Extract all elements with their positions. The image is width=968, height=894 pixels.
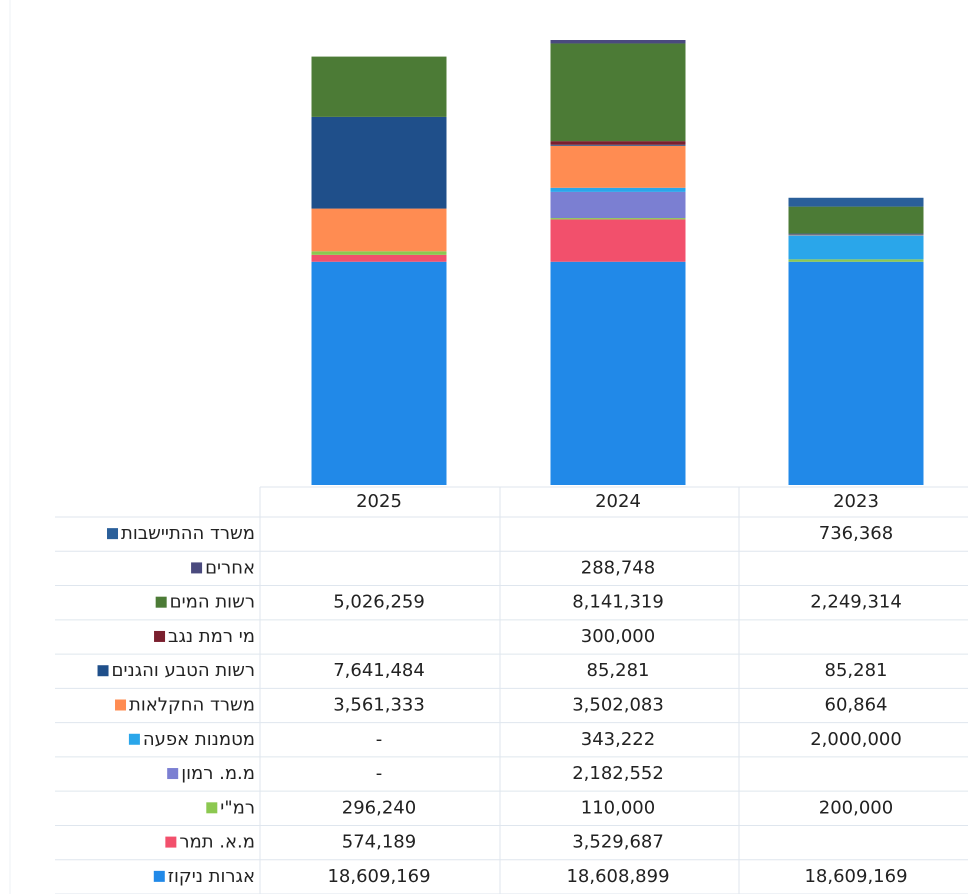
data-label: 296,240 — [342, 797, 416, 818]
legend-swatch — [153, 870, 165, 882]
bar-segment — [550, 187, 686, 192]
legend-swatch — [107, 528, 119, 540]
data-label: 574,189 — [342, 832, 416, 853]
legend-label: רשות המים — [170, 592, 255, 613]
legend-label: משרד ההתיישבות — [121, 523, 255, 544]
legend-swatch — [206, 802, 218, 814]
data-label: 8,141,319 — [572, 592, 664, 613]
data-label: 60,864 — [825, 695, 888, 716]
bar-segment — [550, 261, 686, 485]
data-label: 110,000 — [581, 797, 655, 818]
data-label: 18,609,169 — [327, 866, 430, 887]
legend-swatch — [154, 630, 166, 642]
x-tick-label: 2024 — [595, 491, 641, 512]
x-tick-label: 2023 — [833, 491, 879, 512]
data-label: 3,502,083 — [572, 695, 664, 716]
legend-label: אגרות ניקוז — [168, 866, 255, 887]
bar-segment — [550, 43, 686, 142]
bar-segment — [788, 261, 924, 485]
data-label: 5,026,259 — [333, 592, 425, 613]
bar-segment — [311, 56, 447, 117]
legend-swatch — [165, 836, 177, 848]
legend-label: אחרים — [205, 557, 255, 578]
bar-segment — [788, 235, 924, 260]
bar-segment — [788, 197, 924, 207]
bar-segment — [550, 144, 686, 146]
legend-swatch — [115, 699, 127, 711]
bar-segment — [550, 219, 686, 262]
legend-label: רשות הטבע והגנים — [112, 660, 255, 681]
bar-segment — [550, 218, 686, 220]
data-label: 3,561,333 — [333, 695, 425, 716]
bar-segment — [788, 233, 924, 235]
data-label: 18,609,169 — [804, 866, 907, 887]
data-label: 85,281 — [587, 660, 650, 681]
legend-swatch — [128, 733, 140, 745]
bar-segment — [550, 141, 686, 145]
legend-swatch — [167, 768, 179, 780]
data-label: 2,249,314 — [810, 592, 902, 613]
bar-segment — [311, 261, 447, 485]
data-label: 2,000,000 — [810, 729, 902, 750]
legend-label: רמ"י — [220, 797, 255, 818]
legend-swatch — [191, 562, 203, 574]
data-label: - — [376, 729, 383, 750]
data-label: 7,641,484 — [333, 660, 425, 681]
bar-segment — [311, 116, 447, 209]
data-label: 18,608,899 — [566, 866, 669, 887]
bar-segment — [550, 145, 686, 188]
data-label: - — [376, 763, 383, 784]
data-label: 2,182,552 — [572, 763, 664, 784]
bar-segment — [311, 254, 447, 262]
bar-segment — [311, 208, 447, 252]
bar-segment — [550, 191, 686, 219]
data-label: 288,748 — [581, 557, 655, 578]
x-tick-label: 2025 — [356, 491, 402, 512]
data-label: 300,000 — [581, 626, 655, 647]
data-label: 3,529,687 — [572, 832, 664, 853]
data-label: 736,368 — [819, 523, 893, 544]
legend-label: מטמנות אפעה — [143, 729, 255, 750]
legend-label: מ.מ. רמון — [181, 763, 255, 784]
data-label: 343,222 — [581, 729, 655, 750]
bar-segment — [788, 206, 924, 234]
bar-segment — [311, 251, 447, 255]
legend-label: מי רמת נגב — [168, 626, 255, 647]
legend-swatch — [155, 596, 167, 608]
bar-segment — [550, 40, 686, 44]
data-label: 85,281 — [825, 660, 888, 681]
bar-segment — [788, 259, 924, 262]
legend-swatch — [97, 665, 109, 677]
legend-label: משרד החקלאות — [129, 695, 255, 716]
legend-label: מ.א. תמר — [179, 832, 255, 853]
bar-segment — [788, 234, 924, 236]
data-label: 200,000 — [819, 797, 893, 818]
